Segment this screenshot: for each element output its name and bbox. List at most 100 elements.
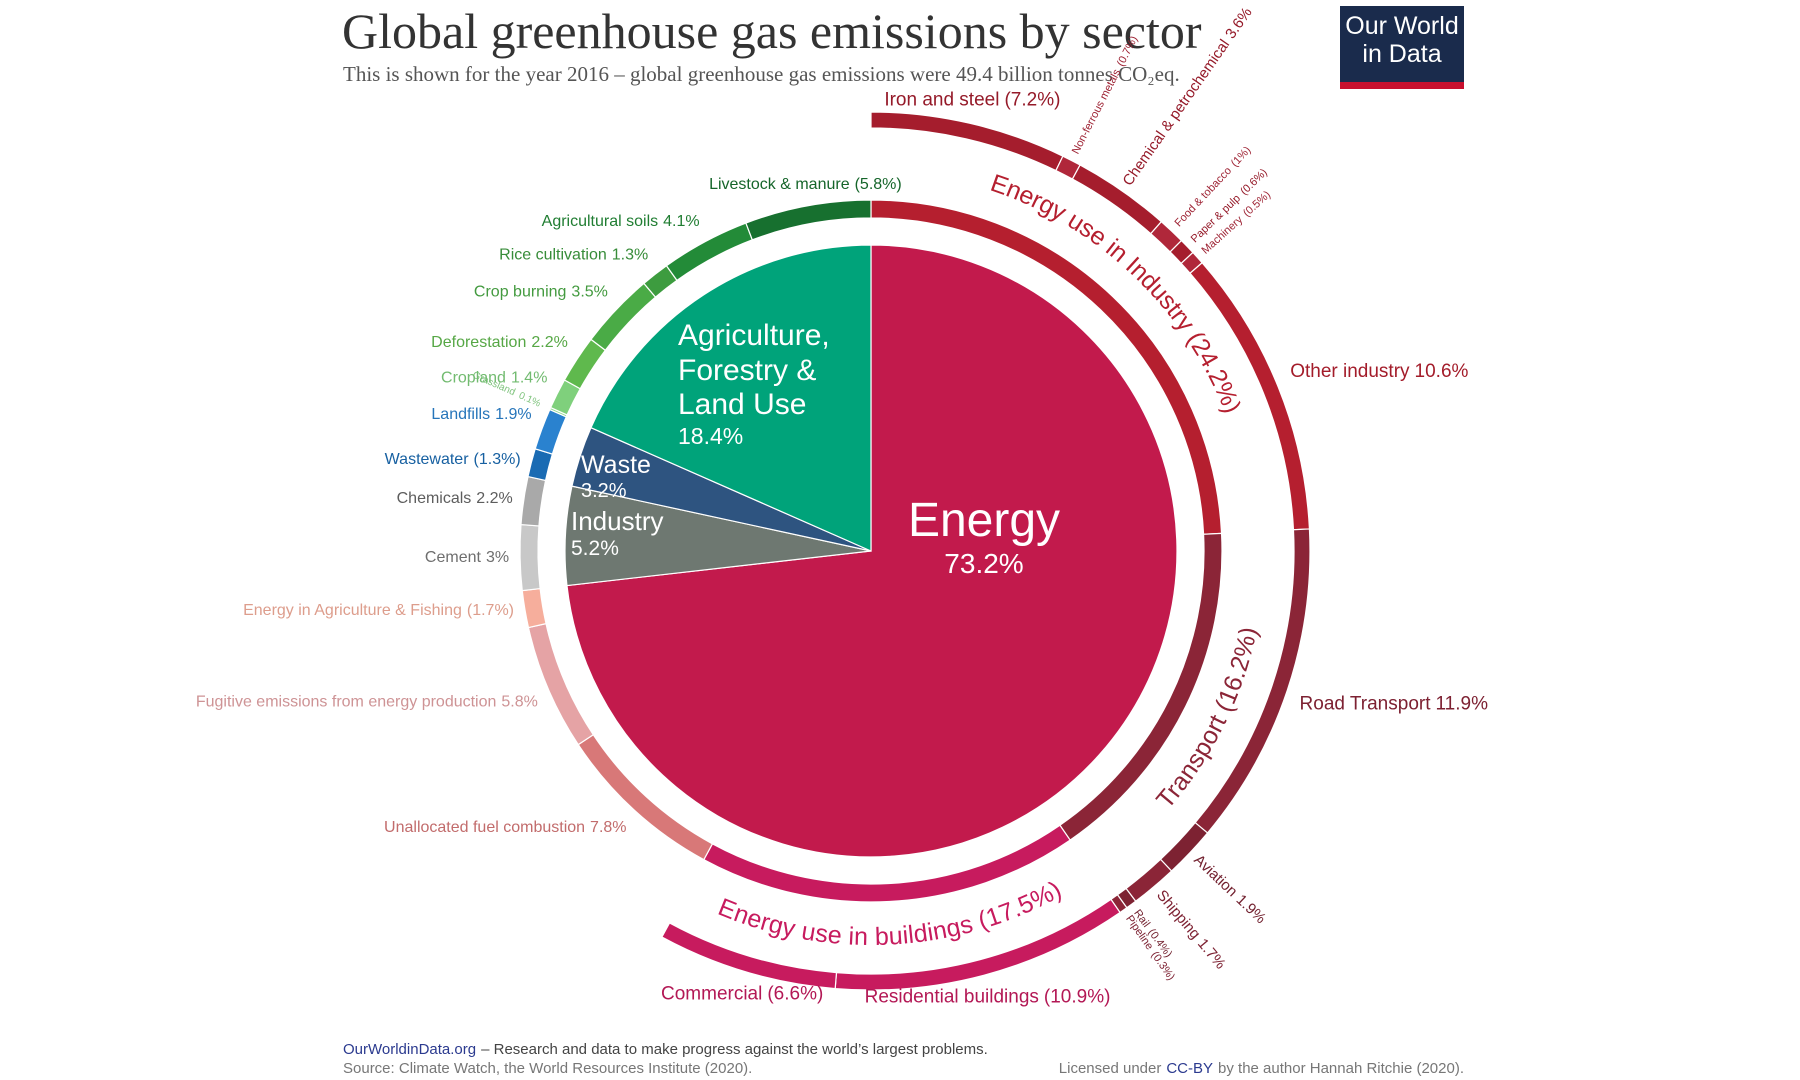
label-name: Cement xyxy=(425,549,482,566)
label-name: Agricultural soils xyxy=(542,213,658,230)
label-name: Unallocated fuel combustion xyxy=(384,819,585,836)
middle-segment xyxy=(665,222,754,282)
label-value: (17.5%) xyxy=(975,875,1066,934)
label-value: 11.9% xyxy=(1436,694,1489,715)
middle-label: Agricultural soils 4.1% xyxy=(542,213,700,230)
middle-label: Landfills 1.9% xyxy=(431,406,531,423)
outer-label: Road Transport 11.9% xyxy=(1300,694,1489,715)
label-name: Aviation xyxy=(1190,851,1240,900)
middle-label: Cropland 1.4% xyxy=(441,370,547,387)
middle-segment xyxy=(563,338,607,390)
footer-line: OurWorldinData.org – Research and data to… xyxy=(343,1041,988,1058)
middle-label: Deforestation 2.2% xyxy=(431,334,568,351)
label-value: (10.9%) xyxy=(1044,987,1111,1008)
license-link[interactable]: CC-BY xyxy=(1166,1060,1214,1077)
site-link[interactable]: OurWorldinData.org xyxy=(343,1041,477,1058)
label-value: 1.9% xyxy=(495,406,531,423)
label-value: 1.9% xyxy=(1233,891,1270,927)
label-name: Food & tobacco xyxy=(1173,165,1235,229)
label-value: (1.7%) xyxy=(467,602,514,619)
label-value: (16.2%) xyxy=(1209,624,1262,715)
label-name: Cropland xyxy=(441,370,506,387)
outer-label: Other industry 10.6% xyxy=(1290,361,1468,382)
middle-label: Fugitive emissions from energy productio… xyxy=(196,694,538,711)
label-name: Road Transport xyxy=(1300,694,1432,715)
label-name: Energy in Agriculture & Fishing xyxy=(243,602,462,619)
logo[interactable]: Our World in Data xyxy=(1340,6,1464,89)
license-suffix: by the author Hannah Ritchie (2020). xyxy=(1218,1060,1464,1077)
middle-label: Cement 3% xyxy=(425,549,509,566)
label-name: Iron and steel xyxy=(884,90,999,111)
label-name: Non-ferrous metals xyxy=(1070,67,1124,156)
label-value: 3.5% xyxy=(571,284,607,301)
sector-value: 5.2% xyxy=(571,536,619,560)
label-name: Chemicals xyxy=(397,490,472,507)
outer-label: Non-ferrous metals(0.7%) xyxy=(1070,34,1140,156)
middle-label: Energy in Agriculture & Fishing (1.7%) xyxy=(243,602,514,619)
label-value: 3.6% xyxy=(1222,4,1256,42)
label-value: (6.6%) xyxy=(767,983,823,1004)
label-value: 2.2% xyxy=(531,334,567,351)
label-name: Chemical & petrochemical xyxy=(1119,36,1233,189)
middle-segment xyxy=(745,199,872,241)
sector-value: 3.2% xyxy=(581,479,627,502)
label-value: (1%) xyxy=(1229,144,1254,169)
chart: Energy73.2%Industry5.2%Waste3.2%Agricult… xyxy=(196,4,1489,1008)
sector-name: Energy xyxy=(907,494,1061,547)
label-value: 5.8% xyxy=(501,694,537,711)
sector-value: 73.2% xyxy=(944,548,1024,580)
title: Global greenhouse gas emissions by secto… xyxy=(342,3,1202,59)
tagline: – Research and data to make progress aga… xyxy=(481,1041,988,1058)
label-name: Crop burning xyxy=(474,284,567,301)
label-value: 10.6% xyxy=(1415,361,1469,382)
sector-name: Agriculture, Forestry & Land Use xyxy=(678,319,830,421)
license: Licensed under CC-BY by the author Hannah … xyxy=(1059,1060,1464,1077)
middle-label: Crop burning 3.5% xyxy=(474,284,608,301)
middle-label: Unallocated fuel combustion 7.8% xyxy=(384,819,626,836)
label-name: Residential buildings xyxy=(865,987,1039,1008)
label-value: 3% xyxy=(486,549,509,566)
label-value: (0.3%) xyxy=(1149,949,1177,982)
outer-label: Residential buildings (10.9%) xyxy=(865,987,1111,1008)
source: Source: Climate Watch, the World Resourc… xyxy=(343,1060,753,1077)
subtitle: This is shown for the year 2016 – global… xyxy=(343,62,1180,86)
outer-segment xyxy=(661,922,838,990)
label-name: Livestock & manure xyxy=(709,176,850,193)
outer-label: Iron and steel (7.2%) xyxy=(884,90,1060,111)
label-name: Wastewater xyxy=(385,451,470,468)
label-value: (5.8%) xyxy=(855,176,902,193)
label-name: Landfills xyxy=(431,406,490,423)
label-value: 1.4% xyxy=(511,370,547,387)
middle-label: Wastewater (1.3%) xyxy=(385,451,521,468)
middle-label: Livestock & manure (5.8%) xyxy=(709,176,902,193)
middle-segment xyxy=(521,587,547,629)
label-value: 2.2% xyxy=(476,490,512,507)
middle-segment xyxy=(520,475,547,527)
sector-name: Waste xyxy=(581,451,651,479)
inner-segment xyxy=(590,244,872,552)
label-value: (1.3%) xyxy=(474,451,521,468)
inner-segment xyxy=(566,244,1178,858)
label-name: Rice cultivation xyxy=(499,247,607,264)
middle-label: Chemicals 2.2% xyxy=(397,490,513,507)
license-prefix: Licensed under xyxy=(1058,1060,1162,1077)
label-name: Deforestation xyxy=(431,334,526,351)
label-value: 1.7% xyxy=(1194,935,1229,972)
label-value: (7.2%) xyxy=(1004,90,1060,111)
label-name: Fugitive emissions from energy productio… xyxy=(196,694,497,711)
outer-segment xyxy=(870,111,1064,172)
middle-segment xyxy=(519,523,541,592)
middle-label: Rice cultivation 1.3% xyxy=(499,247,648,264)
middle-segment xyxy=(534,408,568,455)
label-value: 1.3% xyxy=(612,247,648,264)
label-value: 7.8% xyxy=(590,819,626,836)
sector-name: Industry xyxy=(571,507,664,536)
label-value: (24.2%) xyxy=(1181,326,1246,417)
label-name: Other industry xyxy=(1290,361,1410,382)
label-name: Commercial xyxy=(661,983,762,1004)
